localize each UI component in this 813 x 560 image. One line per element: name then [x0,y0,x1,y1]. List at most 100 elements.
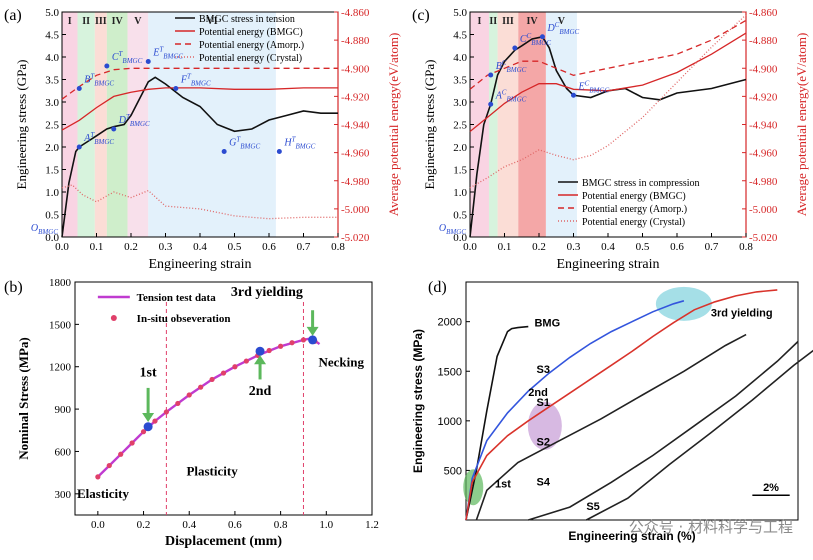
yield-label: 1st [495,478,511,490]
panel-d: (d) 500 1000 1500 2000 Engineering strain (%)… [408,270,813,555]
series-line [528,340,799,521]
y2-tick-label: -4.940 [749,120,778,132]
region-label: V [134,16,142,27]
data-point [232,364,238,370]
point-marker [76,144,82,150]
panel-label: (c) [412,7,430,24]
point-marker [276,149,282,154]
y2-tick-label: -5.000 [749,204,778,216]
series-line [61,184,338,220]
x-tick-label: 0.8 [739,241,753,253]
y-tick-label: 300 [55,489,72,501]
series-label: S4 [537,476,551,488]
point-label: HTBMGC [283,136,315,151]
region-label: II [489,16,497,27]
x-tick-label: 0.4 [601,241,615,253]
x-tick-label: 0.2 [137,519,151,531]
yield-arrowhead [254,355,267,365]
region-band [94,12,107,237]
yield-label: 2nd [528,387,548,399]
point-marker [488,101,494,107]
x-axis-label: Engineering strain [148,257,251,272]
x-tick-label: 0.1 [90,241,104,253]
x-tick-label: 0.7 [297,241,311,253]
x-tick-label: 0.4 [193,241,207,253]
y-tick-label: 3.0 [45,97,59,109]
yield-arrowhead [142,412,155,422]
series-label: S5 [586,501,599,513]
region-label: II [82,16,90,27]
data-point [186,392,192,398]
region-band [497,12,519,237]
x-tick-label: 0.4 [182,519,196,531]
data-point [163,409,169,415]
y-tick-label: 3.0 [453,97,467,109]
region-label: Necking [319,355,365,370]
x-tick-label: 1.0 [319,519,333,531]
point-label-O: OBMGC [31,223,58,236]
y2-tick-label: -4.920 [341,91,370,103]
y-axis-label: Engineering stress (MPa) [411,329,425,473]
point-marker [173,86,179,91]
legend-entry: Tension test data [137,292,217,304]
legend-swatch [110,315,117,321]
x-tick-label: 0.6 [228,519,242,531]
data-point [278,343,284,349]
plot-frame [74,281,373,516]
legend-entry: BMGC stress in compression [582,178,700,189]
region-band [106,12,128,237]
legend-entry: Potential energy (Crystal) [199,53,302,64]
y-axis-label: Engineering stress (GPa) [14,60,29,190]
y-tick-label: 500 [444,465,462,477]
point-marker [145,59,151,64]
y2-tick-label: -5.020 [341,232,370,244]
series-label: S1 [537,397,550,409]
x-axis-label: Displacement (mm) [165,534,282,549]
region-band [62,12,78,237]
x-tick-label: 0.8 [274,519,288,531]
legend-entry: Potential energy (Amorp.) [199,40,304,51]
point-marker [76,86,82,91]
x-tick-label: 0.2 [124,241,138,253]
point-marker [111,126,117,132]
data-point [243,358,249,364]
y-tick-label: 1500 [438,366,462,378]
region-label: I [68,16,72,27]
legend-entry: BMGC stress in tension [199,14,295,25]
series-label: S2 [537,437,550,449]
y2-tick-label: -4.960 [341,148,370,160]
region-label: V [558,16,566,27]
y-tick-label: 1.0 [45,187,59,199]
chart-c: (c) I II III IV V0.0 0.1 0.2 0.3 0.4 0.5 0.6 0.7 0.80… [412,7,809,272]
y2-tick-label: -4.900 [749,63,778,75]
y-tick-label: 4.5 [453,30,467,42]
y-tick-label: 600 [55,446,72,458]
x-tick-label: 0.0 [91,519,105,531]
y2-axis-label: Average potential energy(eV/atom) [794,33,809,217]
data-point [140,429,147,435]
y2-tick-label: -4.880 [341,35,370,47]
y-tick-label: 2.0 [45,142,59,154]
data-point [300,337,307,343]
panel-label: (a) [4,7,22,24]
x-tick-label: 1.2 [365,519,379,531]
y-tick-label: 2.5 [45,120,59,132]
yield-marker [308,335,318,345]
y-tick-label: 4.5 [45,30,59,42]
y-tick-label: 5.0 [453,7,467,19]
x-tick-label: 0.7 [705,241,719,253]
series-line [469,14,747,189]
legend-entry: Potential energy (Amorp.) [582,204,687,215]
y2-tick-label: -4.980 [341,176,370,188]
series-line [475,333,747,521]
x-tick-label: 0.6 [670,241,684,253]
y-tick-label: 2.5 [453,120,467,132]
panel-label: (b) [4,279,23,296]
y2-tick-label: -4.960 [749,148,778,160]
y-tick-label: 4.0 [453,52,467,64]
yield-label: 2nd [249,384,272,399]
y-tick-label: 2000 [438,317,462,329]
panel-c: (c) I II III IV V 0.0 0.1 0.2 0.3 0.4 0.5 0.6 0.7 0.8 0… [408,0,813,275]
region-label: VI [207,16,218,27]
x-tick-label: 0.5 [228,241,242,253]
